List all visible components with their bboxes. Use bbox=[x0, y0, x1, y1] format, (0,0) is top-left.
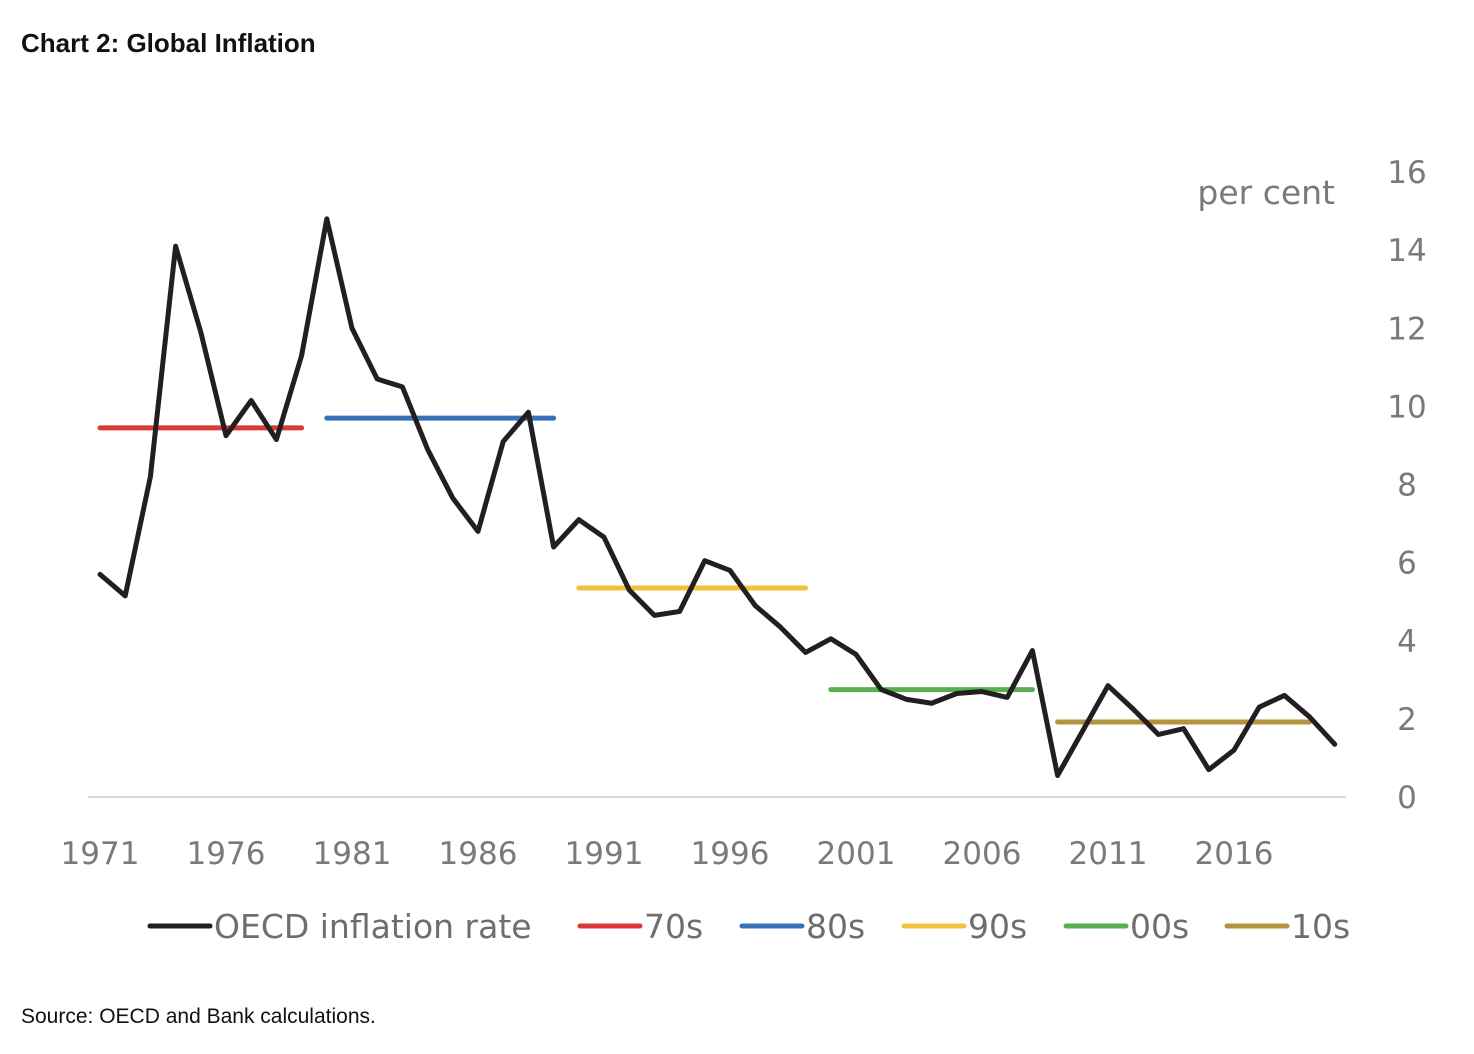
x-tick-label: 2001 bbox=[817, 836, 896, 872]
y-ticks: 0 2 4 6 8 10 12 14 16 bbox=[1387, 155, 1426, 816]
legend-label: 70s bbox=[644, 907, 703, 946]
legend-label: 90s bbox=[968, 907, 1027, 946]
oecd-line bbox=[97, 216, 1338, 779]
y-tick-label: 4 bbox=[1397, 624, 1417, 660]
x-tick-label: 2016 bbox=[1195, 836, 1274, 872]
y-tick-label: 8 bbox=[1397, 468, 1417, 504]
x-ticks: 1971 1976 1981 1986 1991 1996 2001 2006 2011 2016 bbox=[61, 836, 1274, 872]
x-tick-label: 1976 bbox=[187, 836, 266, 872]
legend-label: OECD inflation rate bbox=[214, 907, 532, 946]
y-tick-label: 10 bbox=[1387, 389, 1426, 425]
chart-title: Chart 2: Global Inflation bbox=[21, 28, 316, 58]
legend-label: 80s bbox=[806, 907, 865, 946]
x-tick-label: 1986 bbox=[439, 836, 518, 872]
x-tick-label: 2006 bbox=[943, 836, 1022, 872]
y-tick-label: 12 bbox=[1387, 311, 1426, 347]
legend-label: 10s bbox=[1291, 907, 1350, 946]
x-tick-label: 2011 bbox=[1069, 836, 1148, 872]
legend: OECD inflation rate 70s 80s 90s 00s 10s bbox=[147, 907, 1350, 946]
x-tick-label: 1971 bbox=[61, 836, 140, 872]
x-tick-label: 1981 bbox=[313, 836, 392, 872]
source-note: Source: OECD and Bank calculations. bbox=[21, 1005, 376, 1028]
x-tick-label: 1991 bbox=[565, 836, 644, 872]
x-tick-label: 1996 bbox=[691, 836, 770, 872]
legend-label: 00s bbox=[1130, 907, 1189, 946]
decade-averages bbox=[97, 415, 1313, 725]
y-tick-label: 16 bbox=[1387, 155, 1426, 191]
series-line-oecd-inflation-rate bbox=[97, 216, 1338, 779]
y-tick-label: 6 bbox=[1397, 546, 1417, 582]
y-axis-label: per cent bbox=[1197, 173, 1335, 212]
y-tick-label: 14 bbox=[1387, 233, 1426, 269]
y-tick-label: 0 bbox=[1397, 780, 1417, 816]
y-tick-label: 2 bbox=[1397, 702, 1417, 738]
